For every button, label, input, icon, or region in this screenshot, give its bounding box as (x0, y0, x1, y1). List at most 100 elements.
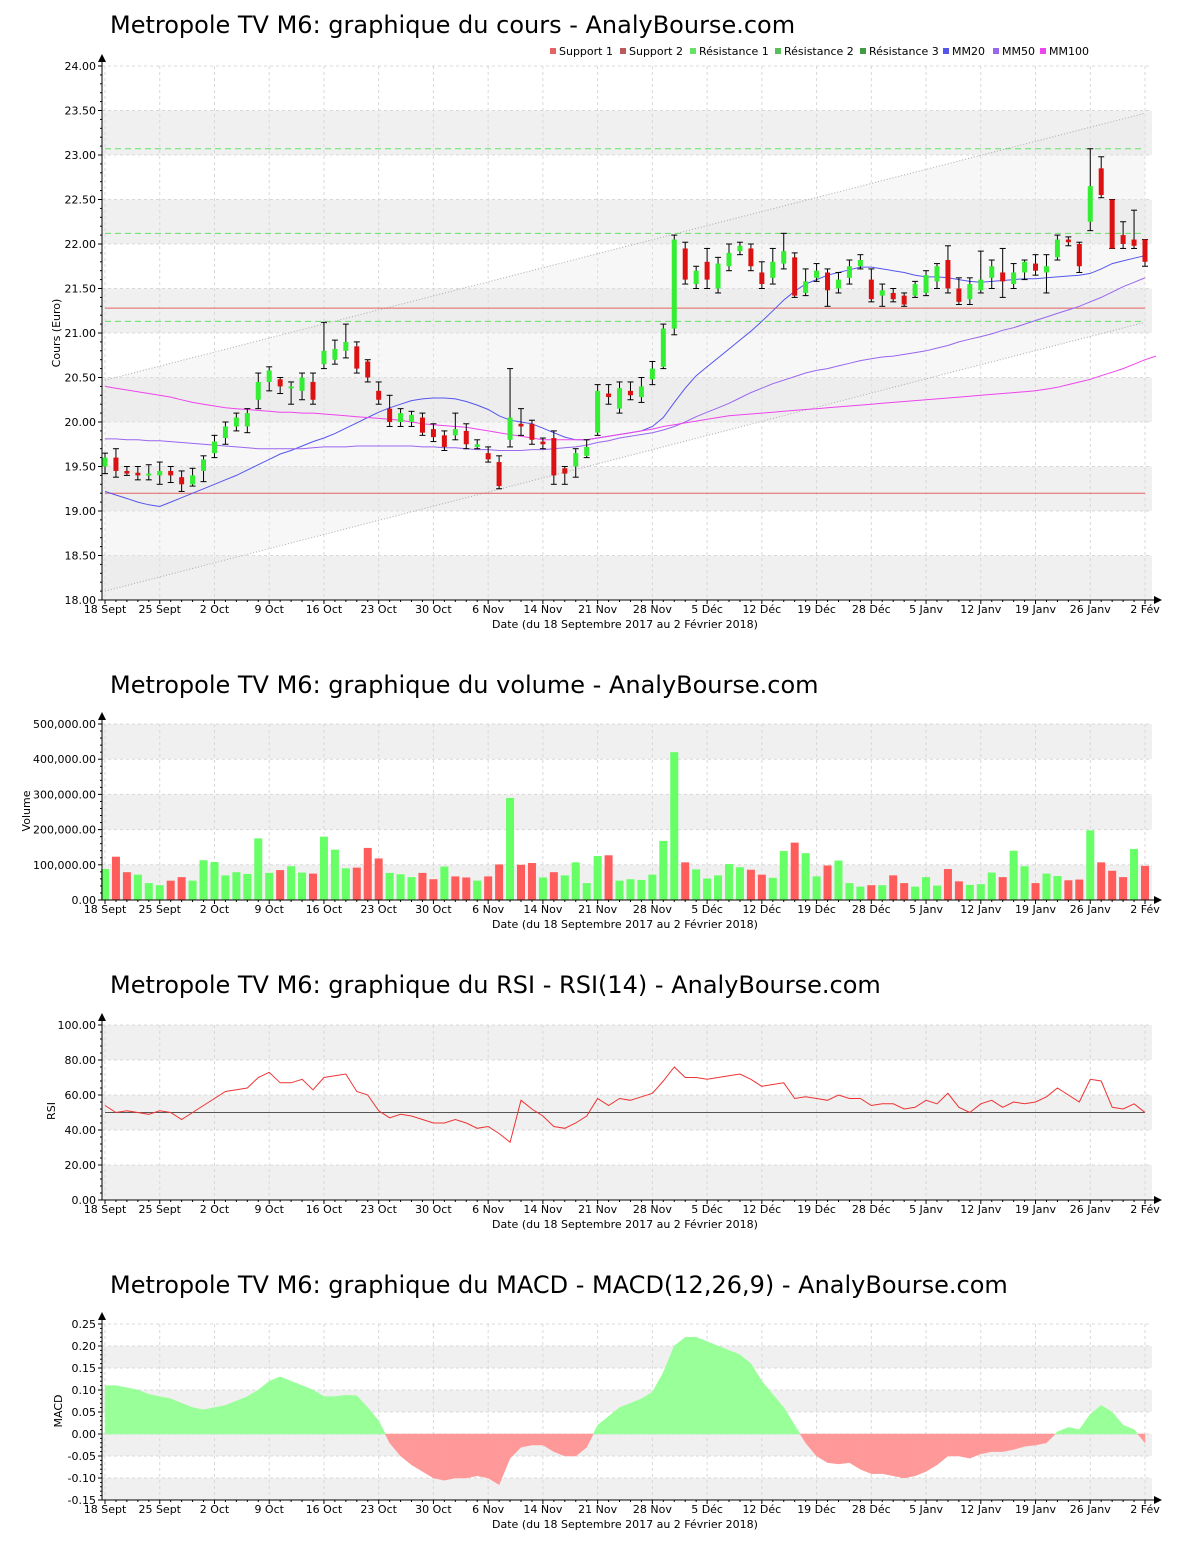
candle (1065, 236, 1072, 247)
candle-body (452, 429, 458, 436)
candle (342, 323, 349, 359)
volume-bar (330, 849, 339, 900)
macd-segment (115, 1385, 128, 1435)
volume-bar (111, 856, 120, 900)
macd-y-tick-label: -0.10 (68, 1472, 96, 1485)
candle (955, 277, 962, 306)
volume-y-tick-label: 100,000.00 (33, 859, 96, 872)
macd-x-tick-label: 2 Oct (200, 1503, 230, 1516)
volume-x-tick-label: 28 Déc (852, 903, 891, 916)
mm50-line (105, 277, 1146, 451)
candle-body (868, 279, 874, 300)
candle (791, 252, 798, 298)
price-axes: 18.00 18.50 19.00 19.50 20.00 20.50 21.00 21.50… (65, 54, 1162, 616)
macd-y-label: MACD (52, 1395, 65, 1428)
legend-swatch (993, 48, 999, 54)
price-y-tick-label: 19.50 (65, 461, 97, 474)
volume-bar (900, 883, 909, 900)
price-bands (102, 110, 1152, 600)
volume-bar (659, 840, 668, 900)
legend-label: Résistance 1 (699, 45, 769, 58)
rsi-x-tick-label: 28 Déc (852, 1203, 891, 1216)
candle (1010, 263, 1017, 289)
volume-bar (746, 869, 755, 900)
candle (671, 234, 678, 336)
candle (397, 408, 404, 427)
price-band (102, 377, 1152, 422)
macd-x-tick-label: 12 Janv (960, 1503, 1001, 1516)
volume-bar (801, 853, 810, 900)
candlesticks (102, 148, 1148, 492)
candle-body (1054, 239, 1060, 258)
price-y-arrow (98, 54, 106, 62)
legend-label: MM100 (1049, 45, 1089, 58)
candle (934, 263, 940, 289)
volume-bar (725, 864, 733, 900)
candle-body (638, 386, 644, 398)
candle (233, 412, 240, 432)
volume-bar (987, 872, 996, 900)
volume-bar (834, 860, 843, 900)
volume-bar (714, 875, 723, 900)
rsi-band (102, 1025, 1152, 1060)
rsi-y-tick-label: 40.00 (65, 1124, 97, 1137)
volume-bar (418, 872, 427, 900)
volume-bar (856, 886, 865, 900)
volume-y-tick-label: 500,000.00 (33, 718, 96, 731)
candle (364, 359, 371, 383)
price-y-tick-label: 22.50 (65, 194, 97, 207)
macd-x-tick-label: 28 Déc (852, 1503, 891, 1516)
candle (375, 381, 382, 405)
volume-x-tick-label: 12 Janv (960, 903, 1001, 916)
macd-x-tick-label: 19 Déc (797, 1503, 836, 1516)
candle-body (201, 459, 207, 471)
price-chart: Metropole TV M6: graphique du cours - An… (50, 11, 1162, 631)
candle (857, 254, 864, 270)
candle-body (266, 370, 272, 382)
volume-x-tick-label: 12 Déc (742, 903, 781, 916)
candle-body (1033, 263, 1039, 271)
macd-x-tick-label: 23 Oct (360, 1503, 397, 1516)
candle (583, 439, 590, 459)
candle-body (190, 475, 196, 485)
rsi-x-tick-label: 6 Nov (472, 1203, 504, 1216)
volume-bar (319, 836, 328, 900)
candle-body (781, 251, 787, 264)
candle-body (627, 390, 633, 396)
macd-area (104, 1336, 1146, 1486)
volume-x-tick-label: 25 Sept (138, 903, 181, 916)
candle (1131, 209, 1138, 249)
macd-y-tick-label: 0.25 (72, 1318, 97, 1331)
volume-bar (210, 861, 219, 900)
rsi-y-arrow (98, 1013, 106, 1021)
rsi-x-arrow (1154, 1196, 1162, 1204)
candle (112, 448, 119, 478)
channel-upper-line (104, 112, 1146, 381)
price-x-tick-label: 18 Sept (84, 603, 127, 616)
price-band (102, 555, 1152, 600)
macd-segment (838, 1433, 850, 1465)
macd-segment (914, 1433, 927, 1477)
price-x-tick-label: 28 Nov (633, 603, 672, 616)
macd-x-tick-label: 30 Oct (415, 1503, 452, 1516)
candle (868, 268, 875, 303)
macd-segment (969, 1433, 982, 1459)
candle (134, 466, 141, 481)
rsi-x-tick-label: 28 Nov (633, 1203, 672, 1216)
macd-x-tick-label: 28 Nov (633, 1503, 672, 1516)
candle-body (354, 346, 360, 369)
macd-segment (619, 1402, 631, 1435)
candle-body (978, 279, 984, 291)
volume-chart-title: Metropole TV M6: graphique du volume - A… (110, 671, 819, 699)
candle-body (474, 444, 480, 447)
candle-body (989, 266, 995, 278)
candle-body (912, 284, 918, 296)
rsi-x-tick-label: 16 Oct (306, 1203, 343, 1216)
macd-segment (695, 1336, 708, 1435)
price-y-tick-label: 18.50 (65, 550, 97, 563)
volume-bar (265, 872, 274, 900)
rsi-x-label: Date (du 18 Septembre 2017 au 2 Février … (492, 1218, 758, 1231)
candle (1076, 241, 1083, 273)
macd-segment (104, 1385, 117, 1435)
candle (649, 360, 656, 386)
